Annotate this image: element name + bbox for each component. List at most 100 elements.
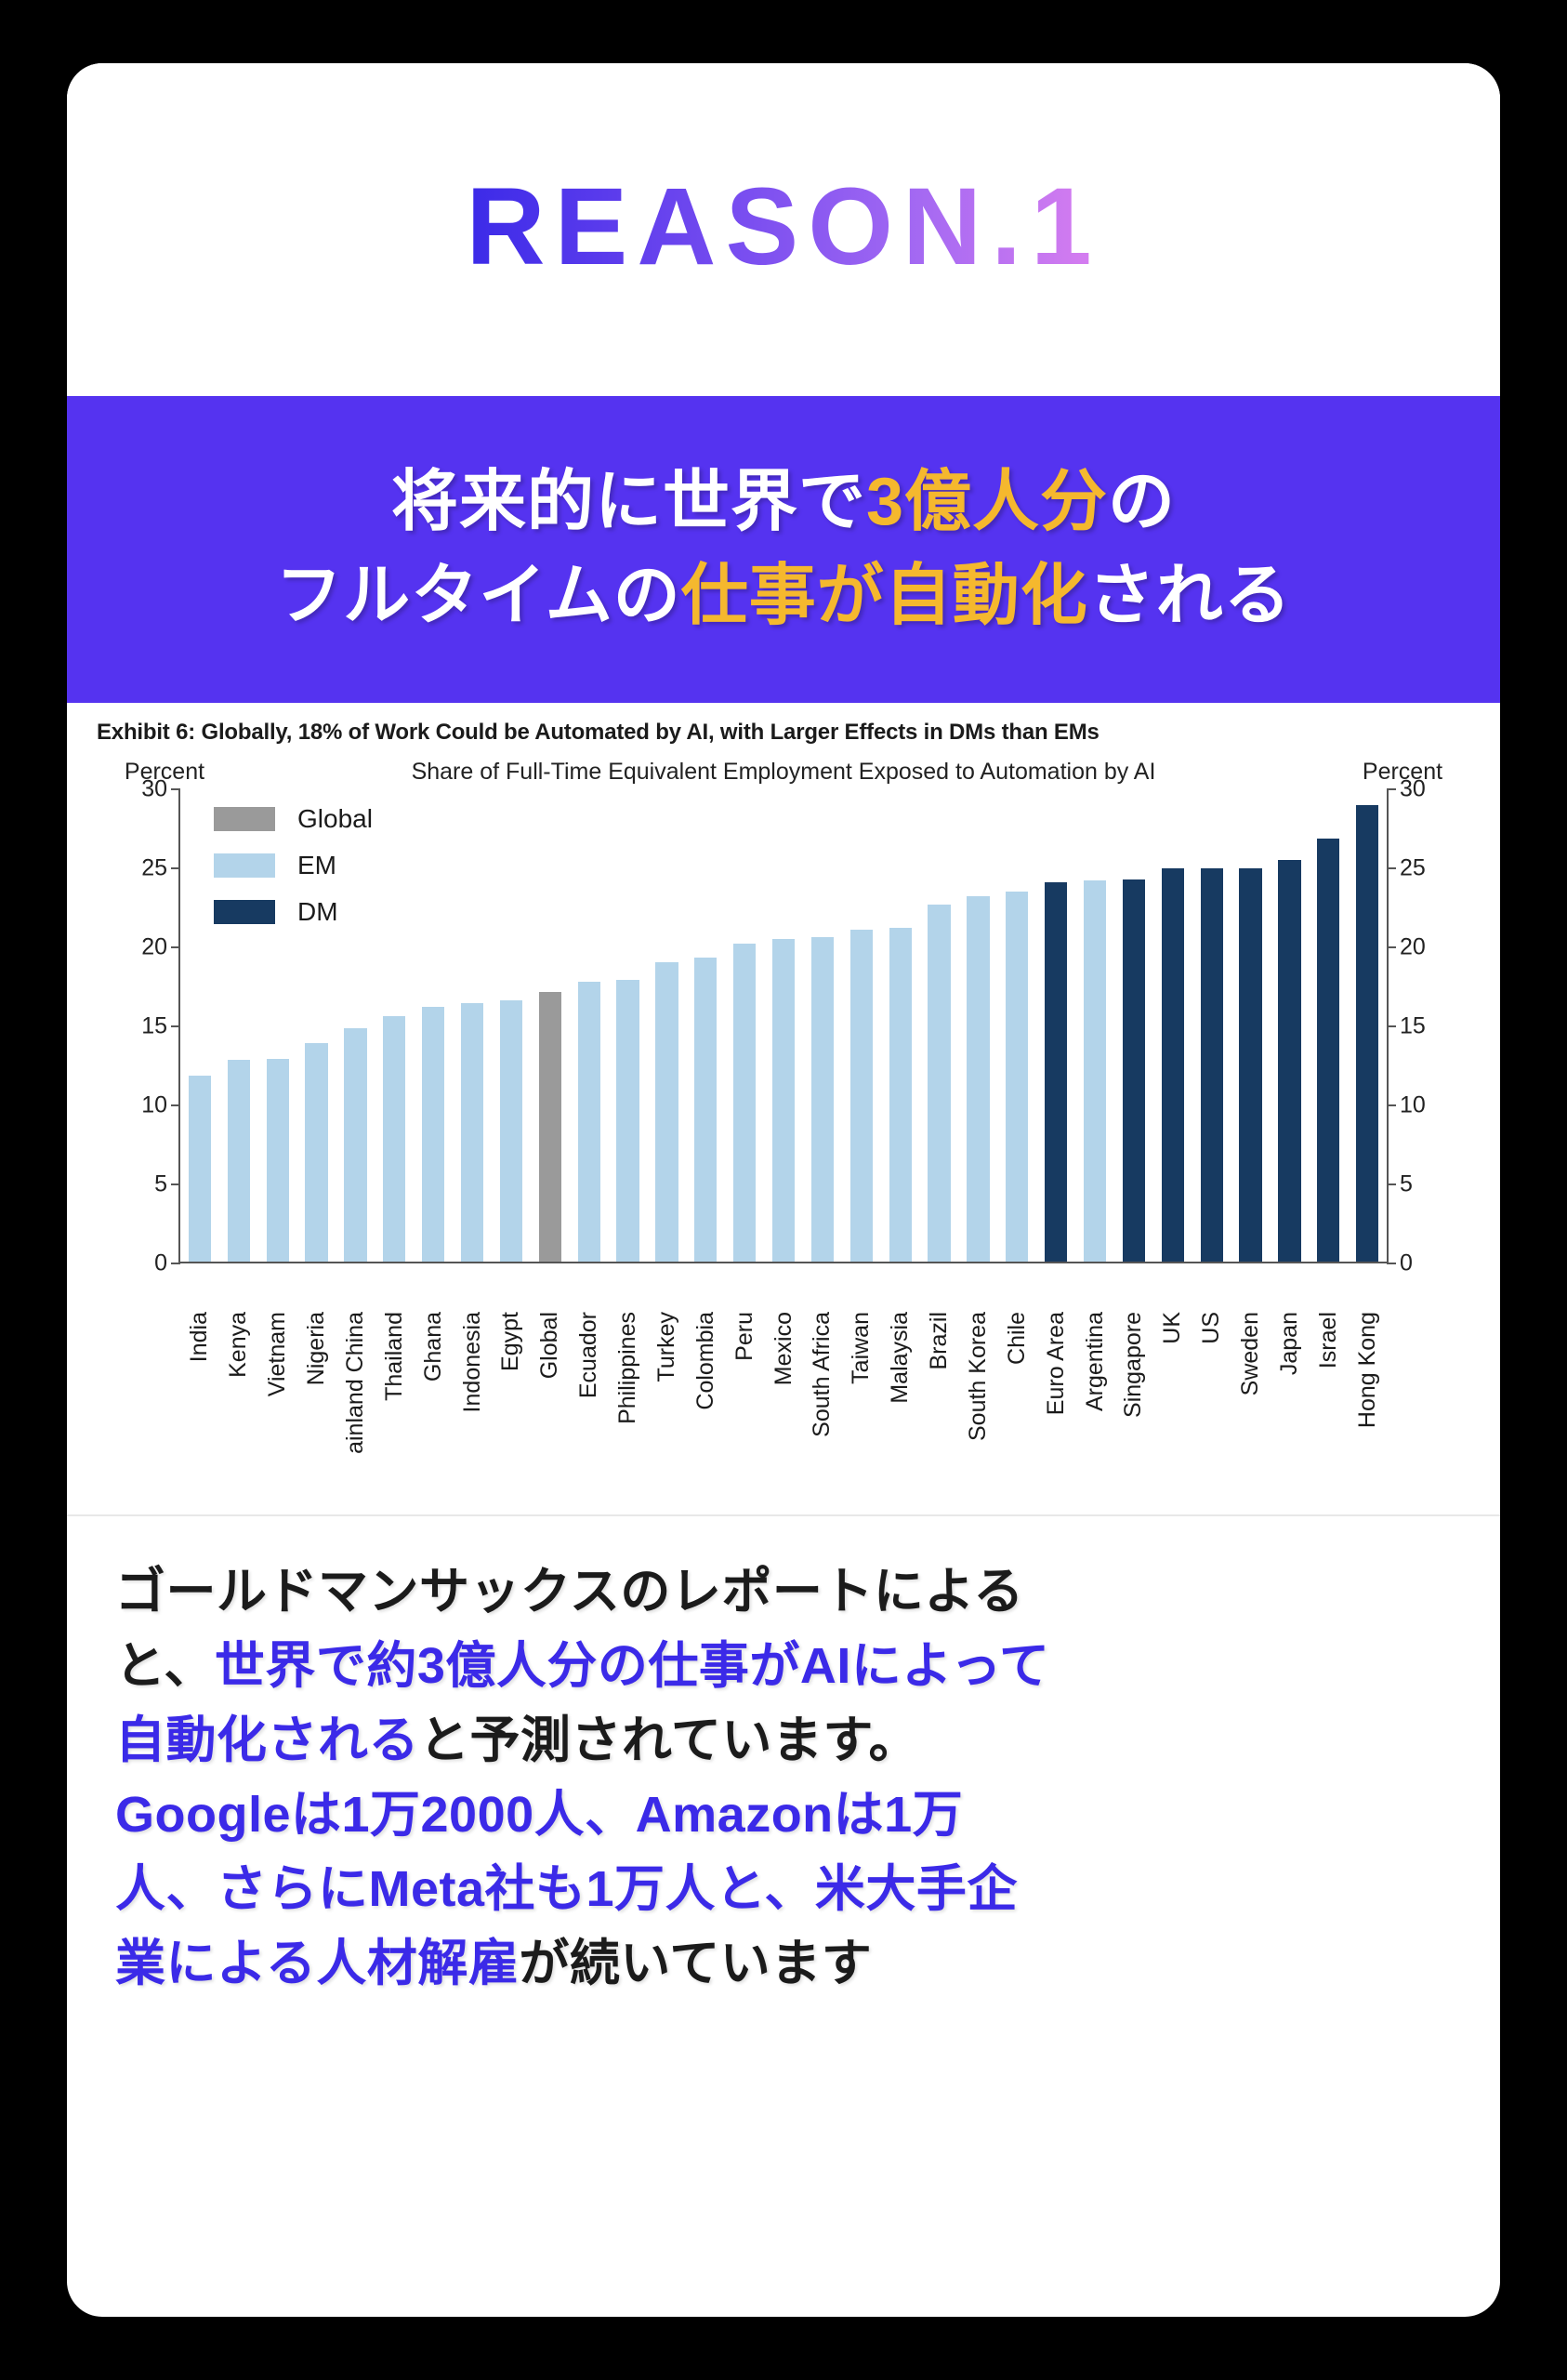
x-tick-text: Global xyxy=(536,1312,563,1380)
bar-cell xyxy=(258,789,297,1262)
x-tick-label: Sweden xyxy=(1231,1312,1271,1488)
x-tick-label: Hong Kong xyxy=(1348,1312,1387,1488)
x-tick-text: Mexico xyxy=(770,1312,797,1386)
bar-cell xyxy=(375,789,414,1262)
bar-brazil xyxy=(928,904,951,1262)
legend-swatch-icon xyxy=(214,807,275,831)
bar-singapore xyxy=(1122,879,1146,1262)
y-tick-label: 15 xyxy=(1400,1012,1426,1039)
bar-cell xyxy=(1348,789,1387,1262)
legend-label: Global xyxy=(297,804,373,833)
bar-japan xyxy=(1278,860,1301,1262)
bar-mexico xyxy=(771,938,796,1262)
y-tick-label: 20 xyxy=(141,933,167,960)
x-tick-label: Israel xyxy=(1309,1312,1348,1488)
bar-cell xyxy=(920,789,959,1262)
x-tick-label: South Korea xyxy=(959,1312,998,1488)
bars-plot: Global EM DM xyxy=(180,789,1387,1263)
bar-israel xyxy=(1317,838,1340,1262)
y-tick-mark xyxy=(171,1025,180,1027)
x-tick-text: Euro Area xyxy=(1042,1312,1069,1416)
x-tick-text: Argentina xyxy=(1081,1312,1108,1412)
x-tick-label: South Africa xyxy=(803,1312,842,1488)
bar-egypt xyxy=(499,999,523,1262)
bar-vietnam xyxy=(266,1058,289,1262)
y-axis-left: 0 5 10 15 20 25 30 xyxy=(95,776,180,1276)
x-tick-text: Turkey xyxy=(652,1312,679,1382)
x-tick-label: Peru xyxy=(725,1312,764,1488)
bar-cell xyxy=(570,789,609,1262)
body-line: 人、さらにMeta社も1万人と、米大手企 xyxy=(115,1853,1452,1927)
legend-item-em: EM xyxy=(214,851,373,880)
x-tick-label: ainland China xyxy=(336,1312,375,1488)
bar-cell xyxy=(1231,789,1271,1262)
y-tick-mark xyxy=(1387,1104,1396,1106)
bar-cell xyxy=(959,789,998,1262)
y-tick-label: 0 xyxy=(154,1250,167,1276)
y-tick-label: 0 xyxy=(1400,1250,1413,1276)
banner-line2-pre: フルタイムの xyxy=(275,559,681,633)
x-tick-label: Japan xyxy=(1271,1312,1310,1488)
x-tick-text: Kenya xyxy=(225,1312,252,1378)
bar-india xyxy=(188,1076,212,1262)
chart-subtitle: Share of Full-Time Equivalent Employment… xyxy=(411,759,1156,785)
bar-cell xyxy=(648,789,687,1262)
x-tick-label: Nigeria xyxy=(297,1312,336,1488)
bar-us xyxy=(1200,867,1223,1262)
x-tick-label: Taiwan xyxy=(842,1312,881,1488)
x-tick-text: Nigeria xyxy=(303,1312,330,1386)
bar-taiwan xyxy=(849,929,873,1262)
y-axis-label-left: Percent xyxy=(124,759,205,785)
banner-line1-pre: 将来的に世界で xyxy=(390,464,866,539)
x-tick-text: Israel xyxy=(1314,1312,1341,1369)
x-tick-label: Indonesia xyxy=(453,1312,492,1488)
x-tick-label: Turkey xyxy=(648,1312,687,1488)
bar-colombia xyxy=(694,958,718,1262)
y-tick-label: 20 xyxy=(1400,933,1426,960)
bar-hong-kong xyxy=(1356,804,1379,1262)
bar-cell xyxy=(725,789,764,1262)
x-tick-label: India xyxy=(180,1312,219,1488)
y-tick-label: 5 xyxy=(1400,1170,1413,1197)
bar-cell xyxy=(1271,789,1310,1262)
bar-indonesia xyxy=(460,1003,484,1262)
chart-exhibit-title: Exhibit 6: Globally, 18% of Work Could b… xyxy=(97,720,1100,745)
x-tick-text: Ghana xyxy=(419,1312,446,1382)
x-tick-label: Mexico xyxy=(764,1312,803,1488)
legend-item-global: Global xyxy=(214,804,373,834)
body-line: と、世界で約3億人分の仕事がAIによって xyxy=(115,1630,1452,1704)
x-tick-text: South Korea xyxy=(964,1312,991,1441)
bar-kenya xyxy=(227,1060,250,1262)
chart-block: Exhibit 6: Globally, 18% of Work Could b… xyxy=(67,703,1500,1516)
x-tick-label: Chile xyxy=(997,1312,1036,1488)
y-tick-label: 15 xyxy=(141,1012,167,1039)
bar-cell xyxy=(1114,789,1153,1262)
x-tick-label: Euro Area xyxy=(1036,1312,1075,1488)
legend-label: DM xyxy=(297,897,338,926)
bar-thailand xyxy=(383,1015,406,1262)
x-axis-labels: India Kenya Vietnam Nigeria ainland China Tha… xyxy=(87,1312,1480,1488)
x-tick-label: Malaysia xyxy=(881,1312,920,1488)
y-axis-label-right: Percent xyxy=(1362,759,1443,785)
chart-header-row: Percent Share of Full-Time Equivalent Em… xyxy=(87,759,1480,786)
body-text-highlight: Googleは1万2000人、Amazonは1万 xyxy=(115,1786,964,1843)
bar-cell xyxy=(297,789,336,1262)
body-text-highlight: 世界で約3億人分の仕事がAIによって xyxy=(214,1637,1050,1694)
bar-cell xyxy=(1075,789,1114,1262)
banner-line2-post: される xyxy=(1087,559,1292,633)
bar-global xyxy=(538,992,561,1262)
y-tick-mark xyxy=(1387,1183,1396,1185)
bar-nigeria xyxy=(305,1042,328,1262)
x-tick-label: Ecuador xyxy=(570,1312,609,1488)
body-line: 業による人材解雇が続いています xyxy=(115,1927,1452,2002)
x-tick-text: Taiwan xyxy=(848,1312,875,1384)
headline-banner: 将来的に世界で3億人分の フルタイムの仕事が自動化される xyxy=(67,396,1500,703)
bar-ecuador xyxy=(577,981,600,1262)
x-tick-text: UK xyxy=(1159,1312,1186,1344)
plot-area: 0 5 10 15 20 25 30 Global EM DM 0 5 10 15 20 25 30 xyxy=(87,776,1480,1310)
bar-series xyxy=(180,789,1387,1262)
bar-sweden xyxy=(1239,867,1262,1262)
banner-line1-highlight: 3億人分 xyxy=(865,464,1109,539)
x-tick-text: Sweden xyxy=(1237,1312,1264,1396)
y-tick-mark xyxy=(1387,788,1396,790)
